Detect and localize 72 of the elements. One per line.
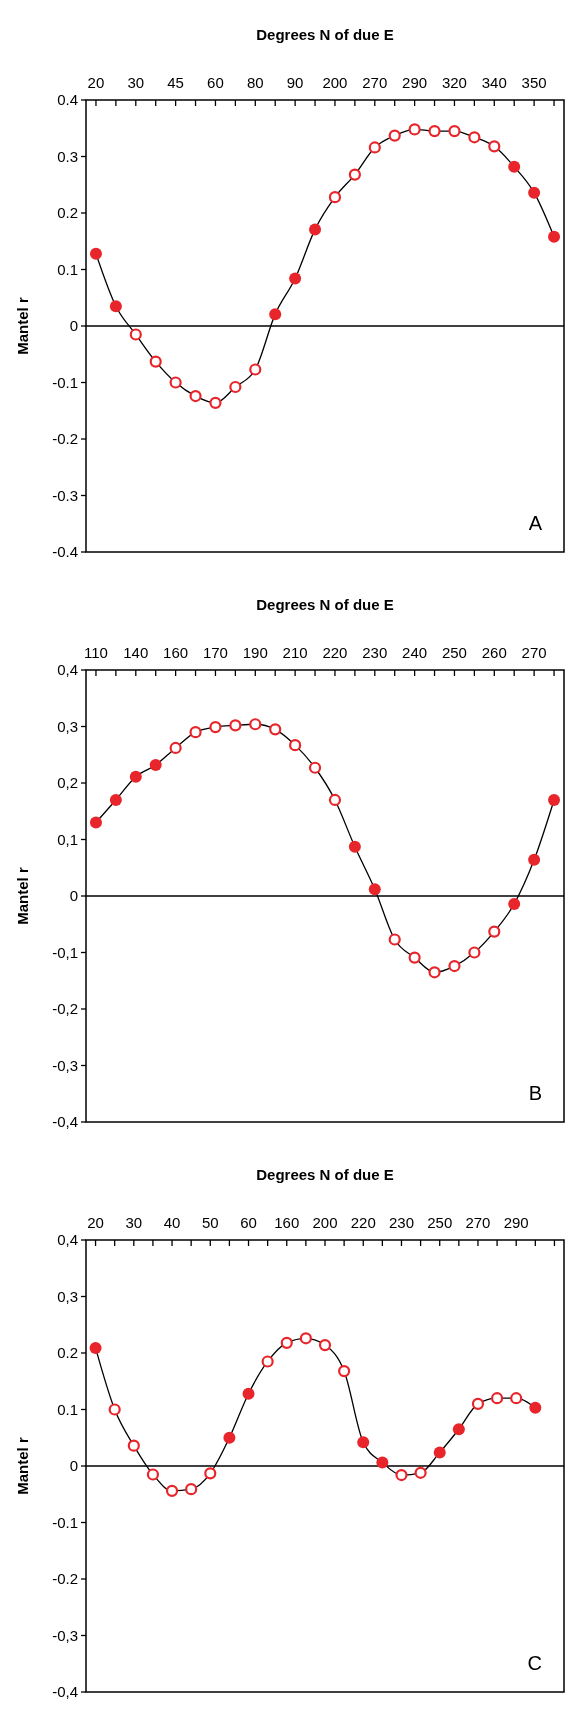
x-tick-label: 250 (441, 644, 467, 661)
x-tick-label: 190 (242, 644, 268, 661)
y-tick-label: 0.2 (57, 204, 78, 222)
x-tick-label: 20 (87, 1214, 104, 1231)
y-axis-title: Mantel r (14, 1437, 31, 1495)
y-tick-label: 0.3 (57, 147, 78, 165)
x-tick-label: 320 (441, 74, 467, 91)
x-tick-label: 30 (125, 1214, 143, 1231)
x-tick-label: 60 (207, 74, 224, 91)
x-tick-label: 200 (312, 1214, 338, 1231)
x-tick-label: 250 (427, 1214, 453, 1231)
y-tick-label: 0,2 (57, 774, 78, 792)
y-tick-label: 0,3 (57, 1287, 78, 1305)
y-tick-label: -0,3 (52, 1056, 78, 1074)
x-tick-label: 210 (282, 644, 308, 661)
y-tick-label: -0.3 (52, 486, 78, 504)
y-tick-label: -0.1 (52, 1513, 78, 1531)
y-tick-label: 0.4 (57, 91, 78, 109)
y-tick-label: 0 (69, 887, 78, 905)
x-tick-label: 290 (402, 74, 428, 91)
x-tick-label: 170 (202, 644, 228, 661)
y-axis-title: Mantel r (14, 867, 31, 925)
x-tick-label: 220 (322, 644, 348, 661)
x-tick-label: 160 (274, 1214, 300, 1231)
y-tick-label: -0,4 (52, 1683, 78, 1701)
y-tick-label: 0,3 (57, 717, 78, 735)
x-tick-label: 260 (481, 644, 507, 661)
x-axis-title: Degrees N of due E (256, 26, 394, 43)
x-tick-label: 230 (362, 644, 388, 661)
y-tick-label: 0.2 (57, 1344, 78, 1362)
x-tick-label: 240 (402, 644, 428, 661)
y-tick-label: 0.1 (57, 1400, 78, 1418)
x-tick-label: 40 (163, 1214, 181, 1231)
x-tick-label: 140 (123, 644, 149, 661)
y-tick-label: 0 (69, 317, 78, 335)
x-tick-label: 45 (167, 74, 184, 91)
x-tick-label: 20 (87, 74, 105, 91)
x-tick-label: 60 (240, 1214, 257, 1231)
y-tick-label: 0.1 (57, 260, 78, 278)
x-tick-label: 90 (286, 74, 304, 91)
y-tick-label: 0,4 (57, 661, 78, 679)
x-axis-title: Degrees N of due E (256, 596, 394, 613)
annotation: B (528, 1082, 542, 1104)
y-tick-label: 0,1 (57, 830, 78, 848)
annotation: C (527, 1652, 542, 1674)
y-tick-label: -0,1 (52, 943, 78, 961)
x-tick-label: 80 (246, 74, 264, 91)
x-tick-label: 270 (362, 74, 388, 91)
y-tick-label: -0.4 (52, 543, 78, 561)
x-tick-label: 290 (503, 1214, 529, 1231)
y-tick-label: -0,3 (52, 1626, 78, 1644)
x-tick-label: 30 (127, 74, 145, 91)
x-tick-label: 350 (521, 74, 547, 91)
x-tick-label: 160 (163, 644, 189, 661)
x-tick-label: 270 (465, 1214, 491, 1231)
x-tick-label: 270 (521, 644, 547, 661)
y-tick-label: 0 (69, 1457, 78, 1475)
x-tick-label: 110 (84, 644, 108, 661)
y-axis-title: Mantel r (14, 297, 31, 355)
y-tick-label: 0,4 (57, 1231, 78, 1249)
y-tick-label: -0.2 (52, 430, 78, 448)
x-tick-label: 50 (201, 1214, 219, 1231)
y-tick-label: -0,4 (52, 1113, 78, 1131)
x-tick-label: 340 (481, 74, 507, 91)
x-tick-label: 220 (350, 1214, 376, 1231)
x-tick-label: 230 (388, 1214, 414, 1231)
y-tick-label: -0,2 (52, 1000, 78, 1018)
annotation: A (528, 512, 543, 534)
x-axis-title: Degrees N of due E (256, 1166, 394, 1183)
x-tick-label: 200 (322, 74, 348, 91)
y-tick-label: -0.1 (52, 373, 78, 391)
y-tick-label: -0.2 (52, 1570, 78, 1588)
